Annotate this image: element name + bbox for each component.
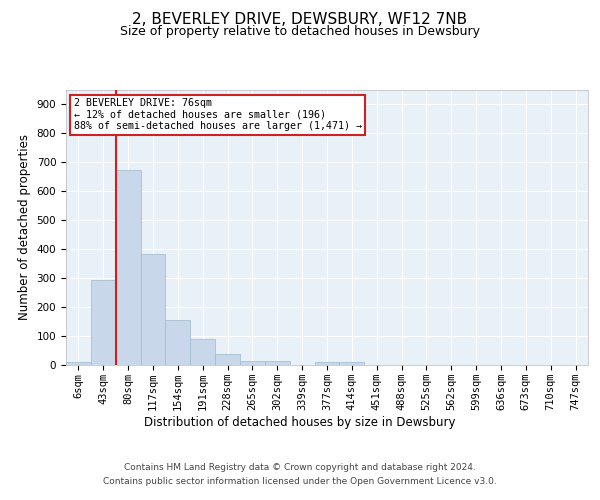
Bar xyxy=(265,360,290,365)
Y-axis label: Number of detached properties: Number of detached properties xyxy=(18,134,31,320)
Text: Contains HM Land Registry data © Crown copyright and database right 2024.: Contains HM Land Registry data © Crown c… xyxy=(124,463,476,472)
Bar xyxy=(190,339,215,365)
Text: 2 BEVERLEY DRIVE: 76sqm
← 12% of detached houses are smaller (196)
88% of semi-d: 2 BEVERLEY DRIVE: 76sqm ← 12% of detache… xyxy=(74,98,362,132)
Bar xyxy=(66,362,91,365)
Bar xyxy=(140,254,166,365)
Text: Contains public sector information licensed under the Open Government Licence v3: Contains public sector information licen… xyxy=(103,476,497,486)
Text: Distribution of detached houses by size in Dewsbury: Distribution of detached houses by size … xyxy=(144,416,456,429)
Bar xyxy=(314,362,340,365)
Bar xyxy=(215,354,240,365)
Bar xyxy=(240,360,265,365)
Bar xyxy=(340,362,364,365)
Bar xyxy=(166,320,190,365)
Text: Size of property relative to detached houses in Dewsbury: Size of property relative to detached ho… xyxy=(120,25,480,38)
Text: 2, BEVERLEY DRIVE, DEWSBURY, WF12 7NB: 2, BEVERLEY DRIVE, DEWSBURY, WF12 7NB xyxy=(133,12,467,28)
Bar xyxy=(116,170,140,365)
Bar xyxy=(91,280,116,365)
